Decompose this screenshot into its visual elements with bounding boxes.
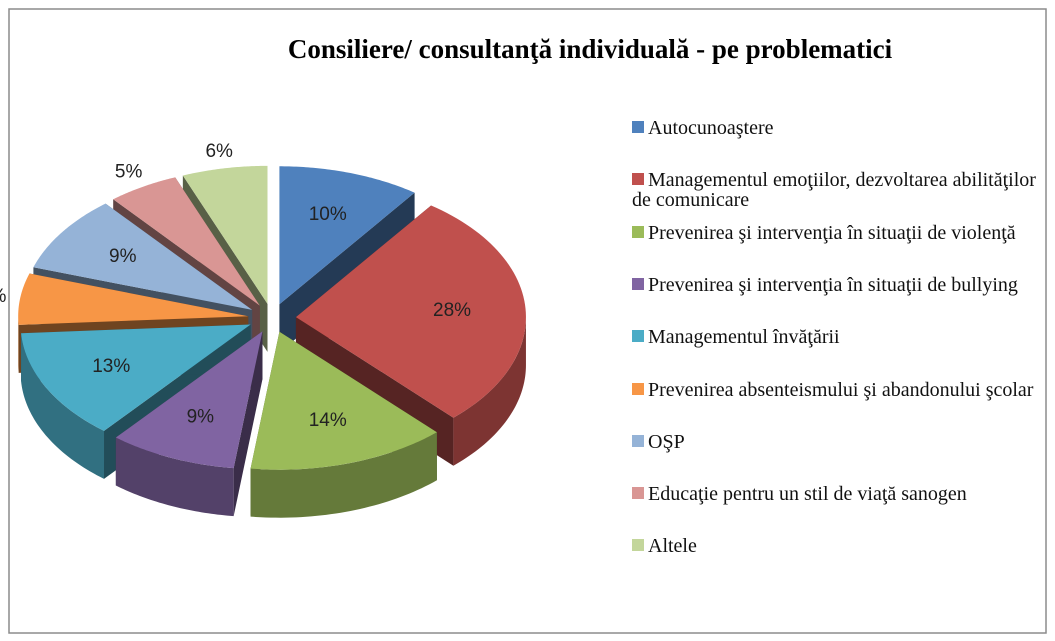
slice-top xyxy=(295,205,526,418)
legend-label: Educaţie pentru un stil de viaţă sanogen xyxy=(648,483,967,506)
data-label: 28% xyxy=(433,300,471,321)
slice-top xyxy=(279,166,415,305)
legend-label: Managementul emoţiilor, dezvoltarea abil… xyxy=(632,169,1036,212)
slice xyxy=(115,331,263,517)
data-label: 9% xyxy=(187,406,215,427)
legend-label: Altele xyxy=(648,535,697,558)
slice-top xyxy=(21,324,251,431)
slice-top xyxy=(33,203,253,310)
legend-swatch xyxy=(632,173,644,186)
slice-side xyxy=(115,437,234,517)
legend-label: Prevenirea şi intervenţia în situaţii de… xyxy=(648,221,1016,244)
slice-side xyxy=(21,333,105,479)
legend-item: Prevenirea şi intervenţia în situaţii de… xyxy=(632,275,1050,295)
chart-title: Consiliere/ consultanţă individuală - pe… xyxy=(288,34,893,64)
slice-side xyxy=(453,317,526,466)
legend-swatch xyxy=(632,487,644,500)
data-label: 10% xyxy=(309,204,347,225)
slice-top xyxy=(113,177,260,306)
slice-top xyxy=(18,273,249,325)
slice-top xyxy=(115,331,263,469)
legend-item: Prevenirea şi intervenţia în situaţii de… xyxy=(632,223,1050,243)
slice-top xyxy=(182,165,268,304)
legend-item: Autocunoaştere xyxy=(632,118,1050,138)
legend-label: Managementul învăţării xyxy=(648,326,840,349)
legend-item: Managementul învăţării xyxy=(632,327,1050,347)
legend-swatch xyxy=(632,539,644,552)
legend-label: Prevenirea şi intervenţia în situaţii de… xyxy=(648,273,1018,296)
data-label: 13% xyxy=(92,356,130,377)
legend-label: Autocunoaştere xyxy=(648,117,774,139)
legend-swatch xyxy=(632,225,644,238)
legend-item: OŞP xyxy=(632,432,1050,452)
legend-label: Prevenirea absenteismului şi abandonului… xyxy=(648,378,1034,401)
legend-swatch xyxy=(632,121,644,133)
legend-swatch xyxy=(632,277,644,290)
slice-top xyxy=(250,331,437,470)
legend-swatch xyxy=(632,434,644,447)
legend-item: Altele xyxy=(632,536,1050,556)
data-label: 6% xyxy=(0,286,6,307)
legend-item: Educaţie pentru un stil de viaţă sanogen xyxy=(632,484,1050,504)
legend-item: Managementul emoţiilor, dezvoltarea abil… xyxy=(632,170,1050,210)
legend-item: Prevenirea absenteismului şi abandonului… xyxy=(632,380,1050,400)
data-label: 9% xyxy=(109,246,137,267)
legend-swatch xyxy=(632,330,644,343)
data-label: 6% xyxy=(205,141,233,162)
data-label: 14% xyxy=(309,410,347,431)
slice xyxy=(250,331,437,518)
data-label: 5% xyxy=(115,162,143,183)
slice-side xyxy=(250,432,437,518)
legend-swatch xyxy=(632,382,644,395)
legend-label: OŞP xyxy=(648,430,685,453)
